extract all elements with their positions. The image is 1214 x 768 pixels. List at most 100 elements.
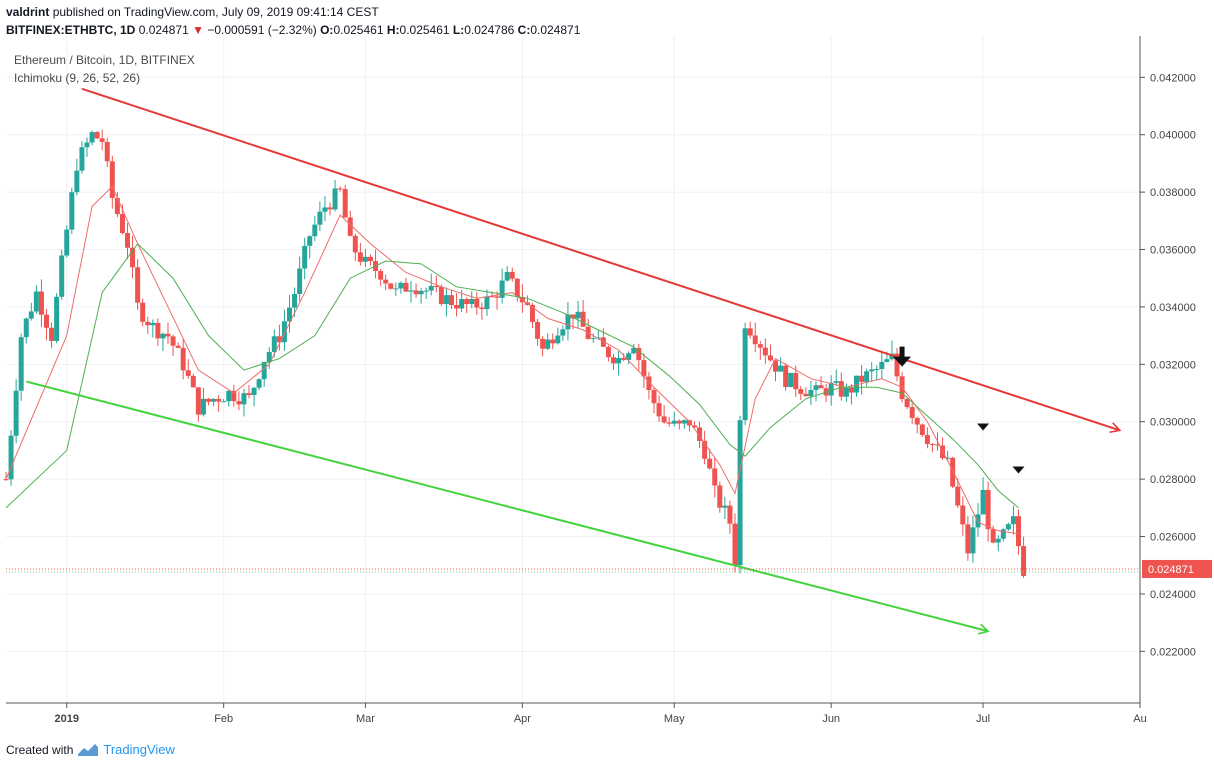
candle-body	[469, 298, 475, 305]
candle-body	[494, 296, 500, 298]
candle-down	[702, 430, 708, 465]
candle-body	[140, 302, 146, 322]
candle-down	[195, 387, 201, 422]
candle-body	[489, 296, 495, 298]
resistance-trendline	[81, 87, 1122, 434]
candle-body	[251, 387, 257, 396]
candle-body	[246, 393, 252, 396]
candle-down	[49, 322, 55, 349]
candle-body	[479, 307, 485, 310]
candle-up	[555, 327, 561, 345]
candle-body	[428, 285, 434, 291]
candle-down	[479, 302, 485, 320]
candle-body	[327, 207, 333, 210]
candle-body	[8, 435, 14, 480]
candle-body	[742, 328, 748, 421]
candle-body	[332, 188, 338, 210]
candle-down	[712, 458, 718, 498]
last-price-badge	[1142, 559, 1212, 578]
candle-down	[413, 283, 419, 298]
candle-body	[28, 311, 34, 319]
candle-down	[357, 242, 363, 266]
candle-body	[975, 514, 981, 528]
candle-body	[757, 344, 763, 348]
candle-up	[889, 340, 895, 361]
candle-body	[175, 345, 181, 348]
candle-body	[352, 235, 358, 253]
candle-down	[717, 481, 723, 513]
candle-up	[302, 237, 308, 280]
candle-down	[185, 359, 191, 379]
candle-body	[393, 288, 399, 290]
candle-body	[474, 298, 480, 308]
down-arrow-marker-icon	[893, 346, 912, 367]
candle-body	[104, 141, 110, 162]
price-tick-label: 0.030000	[1150, 417, 1196, 429]
price-change: −0.000591 (−2.32%)	[207, 23, 317, 37]
candle-body	[722, 505, 728, 508]
candle-down	[636, 343, 642, 371]
candle-down	[44, 308, 49, 341]
candle-body	[312, 224, 318, 237]
candle-down	[697, 421, 703, 449]
candle-body	[185, 370, 191, 376]
candle-up	[616, 351, 622, 376]
candle-down	[454, 293, 460, 317]
candle-up	[631, 343, 637, 355]
candle-up	[737, 415, 743, 574]
candle-body	[970, 527, 976, 554]
time-tick-label: May	[664, 713, 685, 725]
candle-body	[752, 335, 758, 345]
candle-body	[671, 420, 677, 424]
candle-down	[550, 333, 556, 350]
candle-body	[195, 387, 201, 415]
candle-body	[833, 381, 839, 383]
candle-body	[636, 348, 642, 361]
candle-body	[464, 299, 470, 305]
candle-down	[145, 316, 151, 335]
candle-body	[64, 229, 70, 256]
candle-up	[241, 388, 247, 417]
candle-down	[3, 471, 9, 481]
candle-down	[803, 387, 809, 397]
candle-down	[965, 515, 971, 561]
candle-body	[530, 304, 535, 322]
last-price-badge-label: 0.024871	[1148, 564, 1194, 576]
tradingview-brand[interactable]: TradingView	[103, 742, 175, 757]
candle-up	[681, 419, 687, 429]
candle-body	[74, 170, 80, 193]
candle-body	[33, 291, 39, 312]
low-value: 0.024786	[464, 23, 515, 37]
candle-down	[904, 396, 910, 409]
candle-up	[281, 309, 287, 351]
candle-body	[297, 268, 303, 295]
price-tick-label: 0.022000	[1150, 646, 1196, 658]
author-name[interactable]: valdrint	[6, 5, 50, 19]
candle-down	[509, 267, 515, 282]
candle-body	[681, 420, 687, 424]
candle-down	[1016, 509, 1021, 555]
candle-body	[200, 398, 206, 415]
candle-body	[190, 375, 196, 388]
candle-body	[854, 375, 859, 393]
candle-body	[459, 299, 465, 309]
candle-body	[717, 485, 723, 508]
candle-body	[995, 538, 1001, 543]
candle-body	[337, 188, 343, 190]
price-tick-label: 0.038000	[1150, 187, 1196, 199]
candle-up	[28, 302, 34, 321]
candle-down	[190, 373, 196, 388]
candle-down	[231, 384, 237, 407]
candle-body	[783, 365, 789, 387]
price-tick-label: 0.028000	[1150, 474, 1196, 486]
candle-up	[671, 411, 677, 427]
candle-body	[357, 252, 363, 262]
candle-body	[600, 337, 606, 347]
price-tick-label: 0.024000	[1150, 589, 1196, 601]
chart-title: Ethereum / Bitcoin, 1D, BITFINEX	[14, 53, 195, 67]
candle-up	[84, 137, 90, 158]
candle-up	[813, 381, 819, 402]
indicator-legend[interactable]: Ichimoku (9, 26, 52, 26)	[14, 71, 141, 85]
candle-up	[408, 280, 414, 303]
